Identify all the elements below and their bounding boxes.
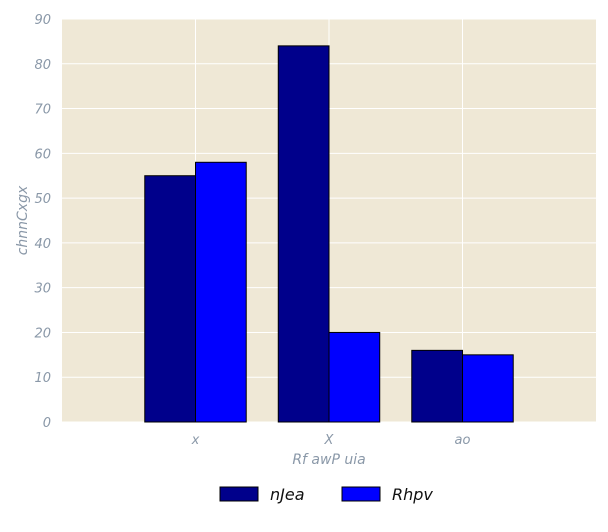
legend-swatch-1 (341, 486, 381, 502)
y-tick-label: 80 (34, 58, 51, 73)
legend: nJea Rhpv (219, 485, 433, 504)
y-tick-label: 50 (34, 192, 51, 207)
y-tick-label: 90 (34, 13, 51, 28)
bars (144, 45, 514, 423)
x-axis-title: Rf awP uia (292, 452, 365, 468)
y-tick-label: 10 (34, 371, 51, 386)
y-tick-label: 30 (34, 282, 51, 297)
y-tick-label: 70 (34, 103, 51, 118)
y-tick-labels: 0 10 20 30 40 50 60 70 80 90 (34, 13, 51, 431)
x-tick-label: X (324, 433, 335, 448)
bar-1-0 (195, 161, 247, 423)
bar-0-0 (144, 175, 197, 423)
y-tick-label: 20 (34, 326, 51, 341)
bar-0-1 (277, 45, 330, 423)
legend-label-0: nJea (270, 485, 305, 504)
y-tick-label: 40 (34, 237, 51, 252)
legend-swatch-0 (219, 486, 259, 502)
y-axis-title: chnnCxgx (15, 185, 31, 255)
legend-label-1: Rhpv (392, 485, 433, 504)
y-tick-label: 0 (43, 416, 51, 431)
bar-1-1 (328, 331, 381, 423)
x-tick-label: x (191, 433, 200, 448)
bar-0-2 (411, 349, 463, 423)
bar-1-2 (462, 354, 514, 423)
x-tick-label: ao (455, 433, 471, 448)
y-tick-label: 60 (34, 147, 51, 162)
